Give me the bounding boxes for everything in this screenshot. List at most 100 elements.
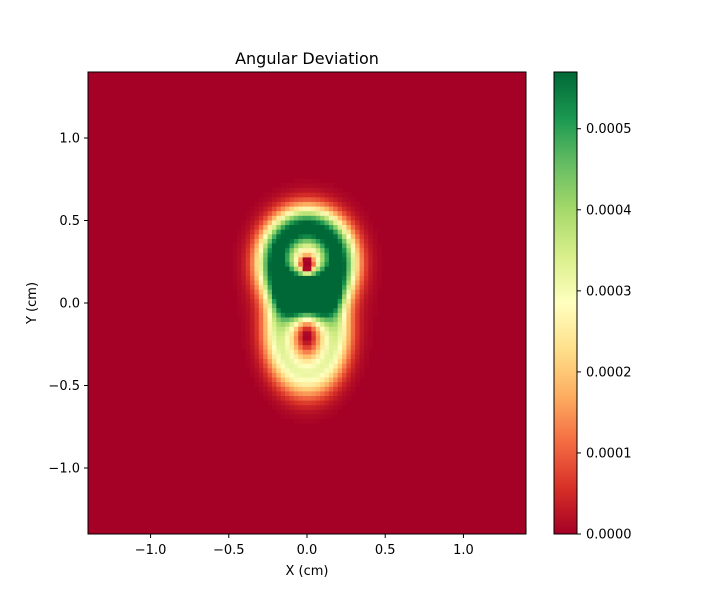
heatmap-cell [333, 192, 339, 198]
heatmap-cell [267, 349, 273, 355]
heatmap-cell [350, 238, 356, 244]
heatmap-cell [368, 335, 374, 341]
heatmap-cell [298, 289, 304, 295]
heatmap-cell [271, 312, 277, 318]
heatmap-cell [267, 376, 273, 383]
heatmap-cell [254, 367, 260, 373]
heatmap-cell [355, 312, 361, 318]
heatmap-cell [324, 413, 330, 420]
heatmap-cell [320, 330, 326, 336]
heatmap-cell [293, 335, 299, 341]
heatmap-cell [263, 233, 269, 239]
heatmap-cell [263, 349, 269, 355]
heatmap-cell [307, 376, 312, 383]
heatmap-cell [267, 303, 273, 309]
heatmap-cell [350, 358, 356, 364]
heatmap-cell [267, 298, 273, 304]
heatmap-cell [285, 242, 291, 249]
heatmap-cell [350, 376, 356, 383]
heatmap-cell [267, 372, 273, 378]
heatmap-cell [258, 247, 264, 253]
heatmap-cell [271, 303, 277, 309]
heatmap-cell [289, 404, 295, 410]
heatmap-cell [315, 266, 321, 272]
heatmap-cell [293, 192, 299, 198]
heatmap-cell [320, 363, 326, 369]
heatmap-cell [263, 358, 269, 364]
heatmap-cell [236, 279, 242, 286]
heatmap-cell [263, 372, 269, 378]
heatmap-cell [271, 344, 277, 350]
heatmap-cell [368, 279, 374, 286]
heatmap-cell [363, 330, 369, 336]
heatmap-cell [250, 266, 256, 272]
heatmap-cell [355, 261, 361, 267]
y-tick-label: 0.0 [59, 297, 80, 312]
heatmap-cell [236, 229, 242, 235]
heatmap-cell [342, 289, 348, 295]
heatmap-cell [263, 224, 269, 230]
heatmap-cell [350, 339, 356, 346]
heatmap-cell [271, 404, 277, 410]
heatmap-cell [293, 293, 299, 299]
heatmap-cell [328, 229, 334, 235]
heatmap-cell [363, 312, 369, 318]
heatmap-cell [276, 376, 282, 383]
heatmap-cell [285, 353, 291, 360]
heatmap-cell [333, 266, 339, 272]
heatmap-cell [245, 270, 251, 276]
heatmap-cell [241, 224, 247, 230]
heatmap-cell [346, 192, 352, 198]
heatmap-cell [324, 303, 330, 309]
heatmap-cell [258, 289, 264, 295]
heatmap-cell [263, 205, 269, 212]
heatmap-cell [236, 298, 242, 304]
heatmap-cell [328, 312, 334, 318]
heatmap-cell [250, 261, 256, 267]
heatmap-cell [328, 316, 334, 323]
heatmap-cell [363, 298, 369, 304]
heatmap-cell [271, 275, 277, 281]
heatmap-cell [241, 252, 247, 258]
heatmap-cell [342, 390, 348, 396]
heatmap-cell [267, 390, 273, 396]
heatmap-cell [355, 215, 361, 221]
heatmap-cell [271, 372, 277, 378]
heatmap-cell [346, 298, 352, 304]
heatmap-cell [289, 390, 295, 396]
heatmap-cell [333, 219, 339, 226]
heatmap-cell [302, 247, 308, 253]
heatmap-cell [342, 376, 348, 383]
x-axis-label: X (cm) [286, 564, 329, 579]
heatmap-cell [359, 215, 365, 221]
heatmap-cell [320, 367, 326, 373]
heatmap-cell [289, 326, 295, 332]
heatmap-cell [311, 386, 317, 392]
heatmap-cell [267, 256, 273, 263]
heatmap-cell [311, 303, 317, 309]
heatmap-cell [293, 219, 299, 226]
heatmap-cell [298, 353, 304, 360]
heatmap-cell [342, 353, 348, 360]
heatmap-cell [302, 386, 308, 392]
heatmap-cell [258, 307, 264, 313]
heatmap-cell [363, 261, 369, 267]
heatmap-cell [263, 275, 269, 281]
heatmap-cell [293, 298, 299, 304]
heatmap-cell [333, 205, 339, 212]
heatmap-cell [285, 395, 291, 401]
heatmap-cell [280, 404, 286, 410]
heatmap-cell [350, 224, 356, 230]
heatmap-cell [342, 238, 348, 244]
heatmap-cell [258, 224, 264, 230]
heatmap-cell [258, 219, 264, 226]
heatmap-cell [368, 233, 374, 239]
heatmap-cell [337, 293, 343, 299]
heatmap-cell [307, 298, 312, 304]
heatmap-cell [315, 279, 321, 286]
heatmap-cell [245, 238, 251, 244]
heatmap-cell [355, 289, 361, 295]
heatmap-cell [302, 178, 308, 184]
heatmap-cell [328, 298, 334, 304]
heatmap-cell [236, 238, 242, 244]
